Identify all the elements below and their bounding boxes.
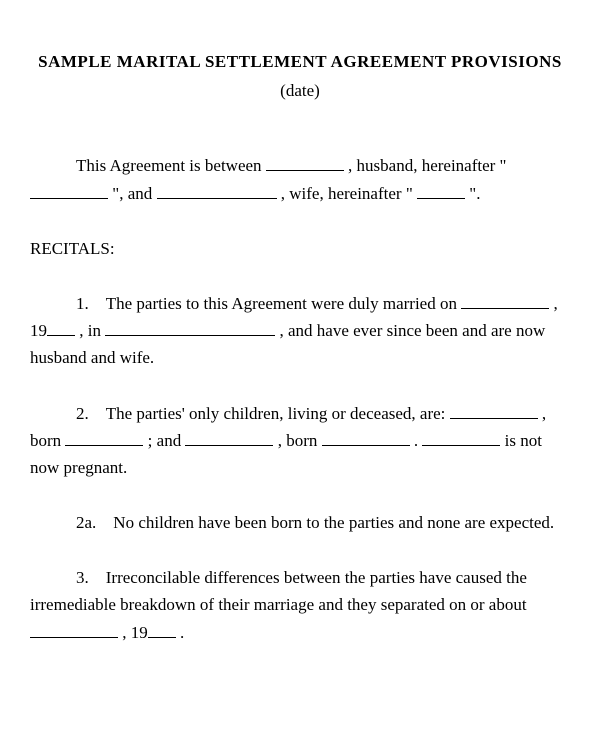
recital-2-text-1: The parties' only children, living or de… — [106, 404, 450, 423]
blank-child2-name[interactable] — [185, 429, 273, 445]
recital-2-text-3: ; and — [143, 431, 185, 450]
recital-2: 2. The parties' only children, living or… — [30, 400, 570, 482]
document-title: SAMPLE MARITAL SETTLEMENT AGREEMENT PROV… — [30, 48, 570, 75]
recital-2-text-5: . — [410, 431, 423, 450]
blank-child2-born[interactable] — [322, 429, 410, 445]
recital-1-text-3: , in — [75, 321, 105, 340]
blank-marriage-year[interactable] — [47, 320, 75, 336]
recital-2-text-4: , born — [273, 431, 321, 450]
recital-2a-text-1: No children have been born to the partie… — [113, 513, 554, 532]
recital-3-number: 3. — [30, 568, 89, 587]
recital-2-number: 2. — [30, 404, 89, 423]
recital-3-text-3: . — [176, 623, 185, 642]
recital-2a: 2a. No children have been born to the pa… — [30, 509, 570, 536]
blank-separation-date[interactable] — [30, 621, 118, 637]
blank-husband-ref[interactable] — [30, 182, 108, 198]
intro-text-4: , wife, hereinafter " — [277, 184, 418, 203]
blank-pregnant-name[interactable] — [422, 429, 500, 445]
recital-3-text-2: , 19 — [118, 623, 148, 642]
blank-wife-ref[interactable] — [417, 182, 465, 198]
intro-paragraph: This Agreement is between , husband, her… — [30, 152, 570, 206]
blank-husband-name[interactable] — [266, 155, 344, 171]
recital-3: 3. Irreconcilable differences between th… — [30, 564, 570, 646]
recital-1-text-1: The parties to this Agreement were duly … — [106, 294, 461, 313]
blank-separation-year[interactable] — [148, 621, 176, 637]
recitals-heading: RECITALS: — [30, 235, 570, 262]
blank-child1-born[interactable] — [65, 429, 143, 445]
recital-2a-number: 2a. — [30, 513, 96, 532]
recital-3-text-1: Irreconcilable differences between the p… — [30, 568, 527, 614]
intro-text-3: ", and — [108, 184, 157, 203]
document-subtitle: (date) — [30, 77, 570, 104]
recital-1-number: 1. — [30, 294, 89, 313]
document-page: SAMPLE MARITAL SETTLEMENT AGREEMENT PROV… — [0, 0, 600, 704]
recital-1: 1. The parties to this Agreement were du… — [30, 290, 570, 372]
blank-marriage-date[interactable] — [461, 293, 549, 309]
intro-text-2: , husband, hereinafter " — [344, 156, 507, 175]
blank-child1-name[interactable] — [450, 402, 538, 418]
blank-marriage-place[interactable] — [105, 320, 275, 336]
intro-text-5: ". — [465, 184, 480, 203]
blank-wife-name[interactable] — [157, 182, 277, 198]
intro-text-1: This Agreement is between — [76, 156, 266, 175]
